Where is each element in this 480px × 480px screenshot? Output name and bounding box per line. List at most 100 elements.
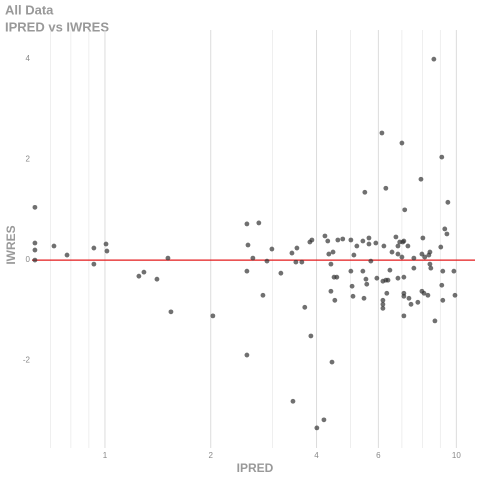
point xyxy=(290,398,296,404)
point xyxy=(408,301,414,307)
point xyxy=(269,246,275,252)
point xyxy=(402,207,408,213)
point xyxy=(381,243,387,249)
point xyxy=(244,221,250,227)
point xyxy=(335,237,341,243)
point xyxy=(401,238,407,244)
point xyxy=(309,237,315,243)
point xyxy=(299,259,305,265)
point xyxy=(354,243,360,249)
point xyxy=(389,249,395,255)
point xyxy=(406,295,412,301)
point xyxy=(136,273,142,279)
point xyxy=(444,231,450,237)
y-tick-label: -2 xyxy=(23,356,31,365)
point xyxy=(452,292,458,298)
point xyxy=(314,425,320,431)
point xyxy=(293,259,299,265)
point xyxy=(451,268,457,274)
point xyxy=(264,258,270,264)
point xyxy=(32,257,38,263)
point xyxy=(401,293,407,299)
point xyxy=(415,299,421,305)
point xyxy=(425,292,431,298)
point xyxy=(349,283,355,289)
point xyxy=(245,242,251,248)
point xyxy=(260,292,266,298)
point xyxy=(380,301,386,307)
y-axis-title: IWRES xyxy=(4,225,18,264)
point xyxy=(278,270,284,276)
point xyxy=(32,240,38,246)
point xyxy=(154,276,160,282)
point xyxy=(350,293,356,299)
point xyxy=(387,267,393,273)
point xyxy=(428,265,434,271)
point xyxy=(328,261,334,267)
point xyxy=(302,304,308,310)
point xyxy=(385,277,391,283)
x-tick-label: 6 xyxy=(376,451,381,460)
x-tick-label: 1 xyxy=(103,451,108,460)
point xyxy=(438,244,444,250)
x-tick-label: 10 xyxy=(452,451,461,460)
point xyxy=(368,258,374,264)
point xyxy=(431,56,437,62)
point xyxy=(308,333,314,339)
point xyxy=(351,252,357,258)
point xyxy=(427,249,433,255)
point xyxy=(51,243,57,249)
point xyxy=(64,252,70,258)
chart-title: All Data xyxy=(5,2,54,17)
point xyxy=(326,251,332,257)
x-tick-label: 4 xyxy=(314,451,319,460)
point xyxy=(91,261,97,267)
point xyxy=(420,235,426,241)
point xyxy=(256,220,262,226)
point xyxy=(32,204,38,210)
point xyxy=(440,268,446,274)
point xyxy=(329,359,335,365)
point xyxy=(383,185,389,191)
point xyxy=(395,243,401,249)
point xyxy=(418,176,424,182)
point xyxy=(141,269,147,275)
point xyxy=(405,243,411,249)
point xyxy=(244,352,250,358)
point xyxy=(325,238,331,244)
point xyxy=(393,234,399,240)
point xyxy=(244,268,250,274)
point xyxy=(348,268,354,274)
point xyxy=(322,233,328,239)
point xyxy=(432,318,438,324)
point xyxy=(374,275,380,281)
point xyxy=(348,237,354,243)
point xyxy=(399,140,405,146)
point xyxy=(422,254,428,260)
point xyxy=(250,255,256,261)
point xyxy=(439,282,445,288)
point xyxy=(395,251,401,257)
point xyxy=(289,250,295,256)
point xyxy=(411,255,417,261)
point xyxy=(334,274,340,280)
point xyxy=(440,297,446,303)
point xyxy=(360,238,366,244)
point xyxy=(360,268,366,274)
point xyxy=(330,249,336,255)
point xyxy=(366,241,372,247)
point xyxy=(419,251,425,257)
point xyxy=(362,189,368,195)
point xyxy=(210,313,216,319)
point xyxy=(91,245,97,251)
y-tick-label: 4 xyxy=(26,54,31,63)
point xyxy=(399,254,405,260)
point xyxy=(411,265,417,271)
point xyxy=(328,288,334,294)
point xyxy=(366,235,372,241)
point xyxy=(104,248,110,254)
point xyxy=(165,255,171,261)
point xyxy=(401,313,407,319)
point xyxy=(380,297,386,303)
